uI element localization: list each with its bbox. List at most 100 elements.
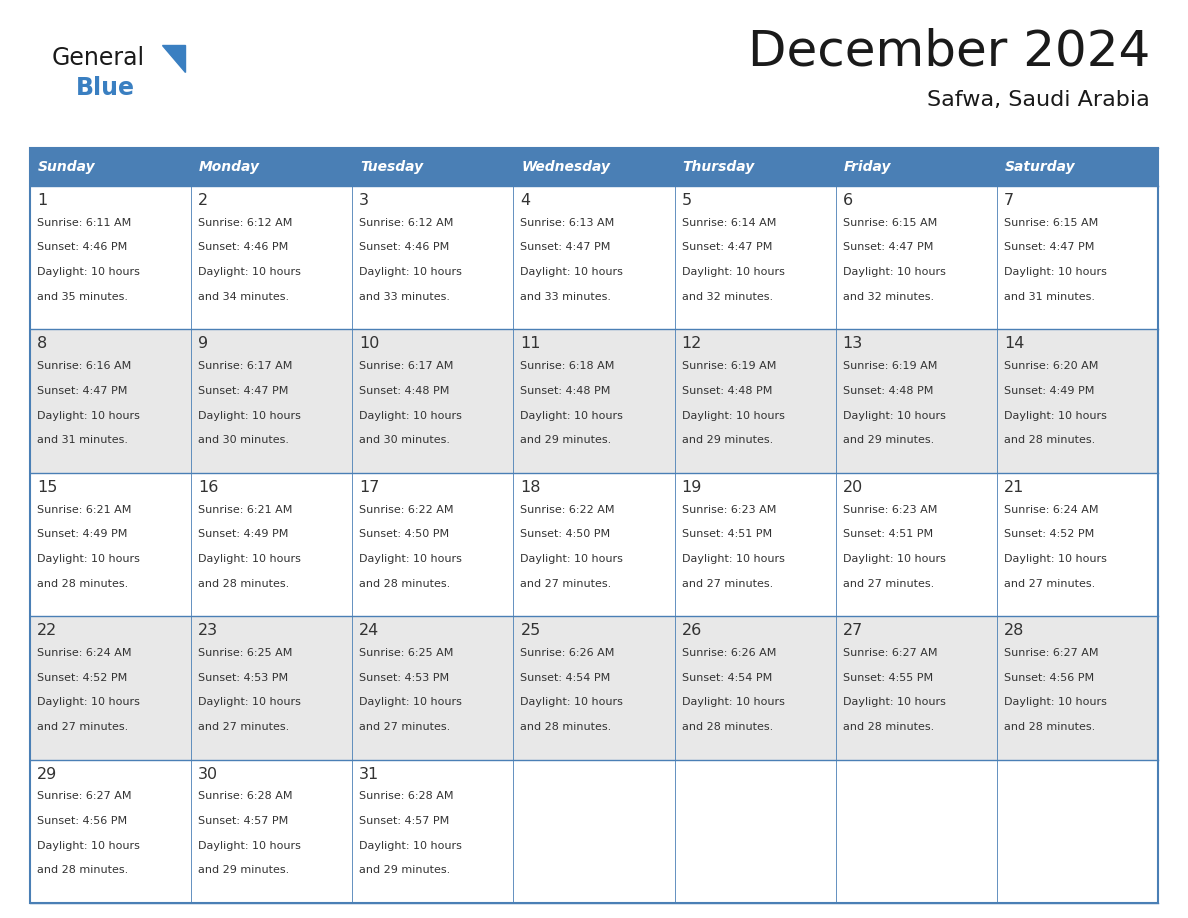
- Text: Daylight: 10 hours: Daylight: 10 hours: [37, 410, 140, 420]
- Text: Daylight: 10 hours: Daylight: 10 hours: [198, 841, 301, 851]
- Text: 27: 27: [842, 623, 862, 638]
- Text: Sunset: 4:47 PM: Sunset: 4:47 PM: [1004, 242, 1094, 252]
- Text: and 28 minutes.: and 28 minutes.: [359, 578, 450, 588]
- Text: and 28 minutes.: and 28 minutes.: [198, 578, 290, 588]
- Text: 2: 2: [198, 193, 208, 208]
- Text: Sunset: 4:47 PM: Sunset: 4:47 PM: [198, 386, 289, 396]
- Text: Sunset: 4:47 PM: Sunset: 4:47 PM: [682, 242, 772, 252]
- Text: and 27 minutes.: and 27 minutes.: [359, 722, 450, 732]
- Bar: [30, 759, 191, 903]
- Bar: [353, 148, 513, 186]
- Text: Sunset: 4:46 PM: Sunset: 4:46 PM: [198, 242, 289, 252]
- Bar: [997, 148, 1158, 186]
- Text: Sunrise: 6:22 AM: Sunrise: 6:22 AM: [359, 505, 454, 514]
- Text: Sunrise: 6:13 AM: Sunrise: 6:13 AM: [520, 218, 614, 228]
- Text: Sunset: 4:48 PM: Sunset: 4:48 PM: [682, 386, 772, 396]
- Text: Daylight: 10 hours: Daylight: 10 hours: [520, 698, 624, 708]
- Bar: [675, 186, 835, 330]
- Text: Sunrise: 6:17 AM: Sunrise: 6:17 AM: [359, 361, 454, 371]
- Bar: [30, 148, 1158, 903]
- Bar: [30, 473, 191, 616]
- Text: 30: 30: [198, 767, 219, 781]
- Text: and 28 minutes.: and 28 minutes.: [520, 722, 612, 732]
- Bar: [835, 186, 997, 330]
- Text: Sunrise: 6:15 AM: Sunrise: 6:15 AM: [842, 218, 937, 228]
- Text: Daylight: 10 hours: Daylight: 10 hours: [198, 698, 301, 708]
- Text: Sunset: 4:48 PM: Sunset: 4:48 PM: [520, 386, 611, 396]
- Text: Daylight: 10 hours: Daylight: 10 hours: [37, 698, 140, 708]
- Text: Daylight: 10 hours: Daylight: 10 hours: [359, 841, 462, 851]
- Text: Daylight: 10 hours: Daylight: 10 hours: [198, 267, 301, 277]
- Text: Daylight: 10 hours: Daylight: 10 hours: [842, 267, 946, 277]
- Text: and 28 minutes.: and 28 minutes.: [842, 722, 934, 732]
- Text: and 29 minutes.: and 29 minutes.: [682, 435, 773, 445]
- Text: and 31 minutes.: and 31 minutes.: [1004, 292, 1095, 302]
- Text: and 35 minutes.: and 35 minutes.: [37, 292, 128, 302]
- Text: and 28 minutes.: and 28 minutes.: [37, 578, 128, 588]
- Text: Sunrise: 6:24 AM: Sunrise: 6:24 AM: [37, 648, 132, 658]
- Text: and 33 minutes.: and 33 minutes.: [359, 292, 450, 302]
- Text: Daylight: 10 hours: Daylight: 10 hours: [682, 554, 784, 564]
- Text: and 29 minutes.: and 29 minutes.: [198, 866, 290, 876]
- Text: Sunday: Sunday: [38, 160, 95, 174]
- Bar: [675, 473, 835, 616]
- Text: 19: 19: [682, 480, 702, 495]
- Text: Daylight: 10 hours: Daylight: 10 hours: [842, 410, 946, 420]
- Text: Sunrise: 6:16 AM: Sunrise: 6:16 AM: [37, 361, 131, 371]
- Text: Daylight: 10 hours: Daylight: 10 hours: [359, 410, 462, 420]
- Text: 4: 4: [520, 193, 531, 208]
- Text: Daylight: 10 hours: Daylight: 10 hours: [682, 267, 784, 277]
- Text: Sunrise: 6:11 AM: Sunrise: 6:11 AM: [37, 218, 131, 228]
- Text: 15: 15: [37, 480, 57, 495]
- Text: Monday: Monday: [200, 160, 260, 174]
- Bar: [675, 616, 835, 759]
- Text: Thursday: Thursday: [683, 160, 754, 174]
- Text: Sunset: 4:51 PM: Sunset: 4:51 PM: [842, 530, 933, 539]
- Text: 7: 7: [1004, 193, 1015, 208]
- Text: 12: 12: [682, 336, 702, 352]
- Bar: [353, 616, 513, 759]
- Text: Sunset: 4:54 PM: Sunset: 4:54 PM: [520, 673, 611, 683]
- Text: and 27 minutes.: and 27 minutes.: [682, 578, 773, 588]
- Text: Sunrise: 6:22 AM: Sunrise: 6:22 AM: [520, 505, 615, 514]
- Bar: [191, 759, 353, 903]
- Text: Sunset: 4:47 PM: Sunset: 4:47 PM: [520, 242, 611, 252]
- Text: and 27 minutes.: and 27 minutes.: [198, 722, 290, 732]
- Text: and 33 minutes.: and 33 minutes.: [520, 292, 612, 302]
- Text: 23: 23: [198, 623, 219, 638]
- Text: Sunset: 4:57 PM: Sunset: 4:57 PM: [359, 816, 449, 826]
- Text: 24: 24: [359, 623, 379, 638]
- Text: Daylight: 10 hours: Daylight: 10 hours: [1004, 410, 1107, 420]
- Text: Sunset: 4:49 PM: Sunset: 4:49 PM: [37, 530, 127, 539]
- Text: Sunrise: 6:25 AM: Sunrise: 6:25 AM: [359, 648, 454, 658]
- Bar: [835, 330, 997, 473]
- Bar: [191, 148, 353, 186]
- Text: Sunset: 4:54 PM: Sunset: 4:54 PM: [682, 673, 772, 683]
- Text: 17: 17: [359, 480, 380, 495]
- Bar: [30, 186, 191, 330]
- Text: Sunset: 4:52 PM: Sunset: 4:52 PM: [37, 673, 127, 683]
- Text: and 28 minutes.: and 28 minutes.: [1004, 435, 1095, 445]
- Text: 20: 20: [842, 480, 862, 495]
- Bar: [191, 330, 353, 473]
- Bar: [513, 473, 675, 616]
- Bar: [997, 473, 1158, 616]
- Text: Daylight: 10 hours: Daylight: 10 hours: [359, 554, 462, 564]
- Bar: [353, 186, 513, 330]
- Text: Daylight: 10 hours: Daylight: 10 hours: [520, 267, 624, 277]
- Text: Sunrise: 6:26 AM: Sunrise: 6:26 AM: [682, 648, 776, 658]
- Text: Sunset: 4:46 PM: Sunset: 4:46 PM: [359, 242, 449, 252]
- Text: and 30 minutes.: and 30 minutes.: [198, 435, 289, 445]
- Text: Daylight: 10 hours: Daylight: 10 hours: [682, 410, 784, 420]
- Text: Sunset: 4:55 PM: Sunset: 4:55 PM: [842, 673, 933, 683]
- Text: and 28 minutes.: and 28 minutes.: [37, 866, 128, 876]
- Text: Sunset: 4:56 PM: Sunset: 4:56 PM: [1004, 673, 1094, 683]
- Text: and 29 minutes.: and 29 minutes.: [520, 435, 612, 445]
- Text: 31: 31: [359, 767, 379, 781]
- Text: Sunset: 4:50 PM: Sunset: 4:50 PM: [359, 530, 449, 539]
- Text: Daylight: 10 hours: Daylight: 10 hours: [1004, 267, 1107, 277]
- Text: and 28 minutes.: and 28 minutes.: [1004, 722, 1095, 732]
- Text: Sunset: 4:47 PM: Sunset: 4:47 PM: [842, 242, 933, 252]
- Text: and 29 minutes.: and 29 minutes.: [842, 435, 934, 445]
- Text: Sunrise: 6:27 AM: Sunrise: 6:27 AM: [842, 648, 937, 658]
